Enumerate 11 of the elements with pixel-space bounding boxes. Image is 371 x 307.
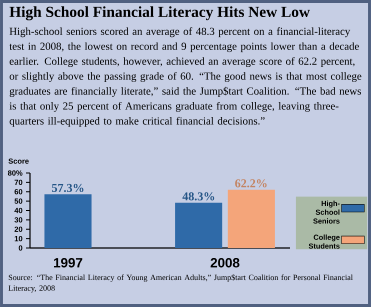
- bar: [175, 202, 222, 248]
- chart-subtitle: High-school seniors scored an average of 48.3 percent on a financial-literacy test in 2008, the lowest on record and 9 percentage points lower than a decade earlier. College students, however, achieved an average score of 62.2 percent, or slightly above the passing grade of 60. “The good news is that most college graduates are financially literate,” said the Jump$tart Coalition. “The bad news is that only 25 percent of Americans graduate from college, leaving three-quarters ill-equipped to make critical financial decisions.”: [9, 27, 362, 127]
- x-tick-label: 2008: [210, 258, 240, 268]
- source-note: Source: “The Financial Literacy of Young American Adults,” Jump$tart Coalition for Personal Financial Literacy, 2008: [8, 274, 353, 292]
- data-label: 62.2%: [235, 179, 267, 188]
- bar: [228, 190, 275, 248]
- chart-title: High School Financial Literacy Hits New Low: [10, 6, 310, 20]
- data-label: 48.3%: [182, 192, 214, 200]
- bar: [44, 194, 92, 248]
- data-label: 57.3%: [52, 184, 84, 192]
- x-tick-label: 1997: [54, 258, 82, 268]
